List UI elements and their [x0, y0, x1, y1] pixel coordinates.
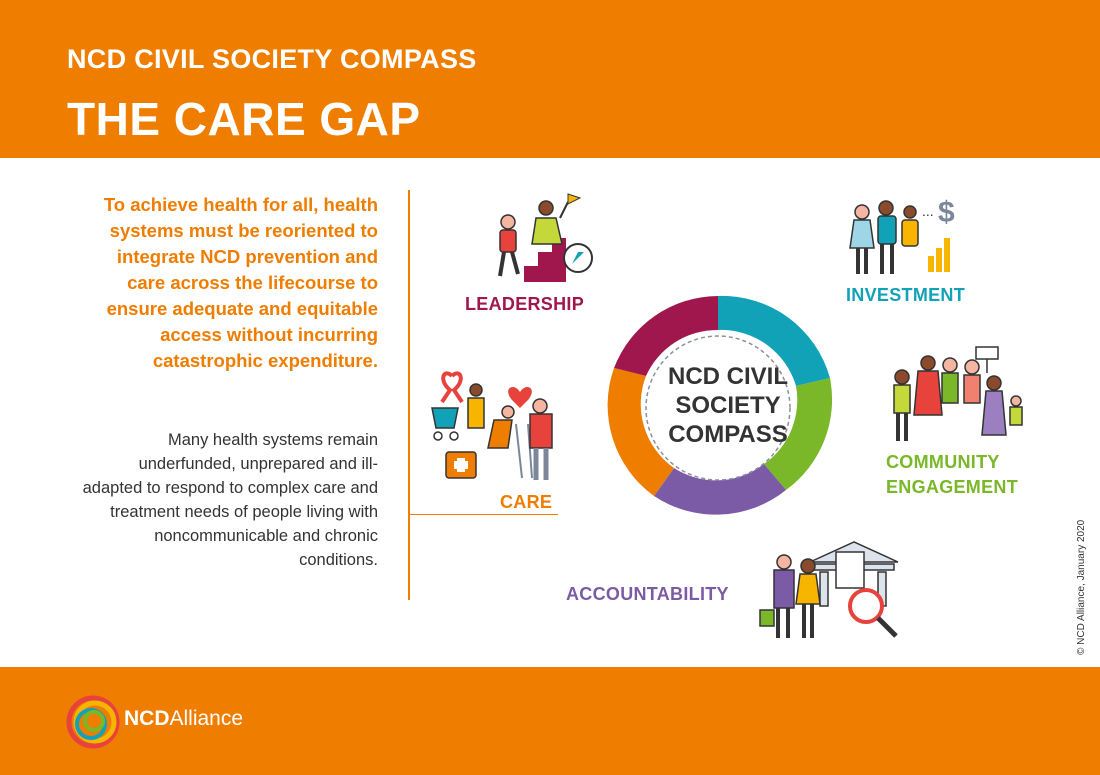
segment-community	[764, 378, 833, 490]
compass-center-text: NCD CIVIL SOCIETY COMPASS	[668, 363, 788, 448]
ncd-alliance-brand: NCDAlliance	[124, 707, 244, 730]
label-investment: INVESTMENT	[846, 285, 966, 305]
label-community-engagement: COMMUNITY ENGAGEMENT	[886, 452, 1019, 497]
copyright-notice: © NCD Alliance, January 2020	[1076, 519, 1087, 655]
footer-banner: NCDAlliance	[0, 667, 1100, 775]
investment-people-icon: ... $	[849, 196, 955, 274]
svg-text:$: $	[938, 196, 955, 229]
segment-leadership	[614, 296, 718, 376]
divider-vertical	[408, 190, 410, 600]
care-people-icon	[431, 371, 553, 480]
leadership-people-icon	[498, 193, 593, 282]
svg-text:...: ...	[922, 203, 934, 219]
label-leadership: LEADERSHIP	[465, 294, 585, 314]
segment-accountability	[654, 464, 786, 515]
compass-ring	[607, 295, 833, 515]
label-care: CARE	[500, 492, 553, 512]
accountability-people-icon	[759, 541, 899, 638]
community-people-icon	[893, 346, 1023, 441]
ncd-alliance-logo-icon	[66, 695, 120, 749]
divider-horizontal	[410, 514, 558, 515]
intro-body-text: Many health systems remain underfunded, …	[82, 431, 378, 569]
intro-lead-text: To achieve health for all, health system…	[103, 194, 378, 371]
header-banner: NCD CIVIL SOCIETY COMPASS THE CARE GAP	[0, 0, 1100, 158]
page-title: THE CARE GAP	[67, 93, 421, 145]
segment-care	[607, 368, 674, 496]
label-accountability: ACCOUNTABILITY	[566, 584, 729, 604]
segment-investment	[718, 295, 830, 386]
header-subtitle: NCD CIVIL SOCIETY COMPASS	[67, 44, 477, 74]
